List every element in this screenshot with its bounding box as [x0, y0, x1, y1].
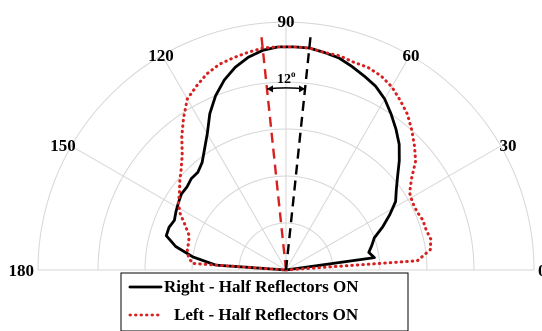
legend-box	[120, 272, 409, 331]
angle-tick-60: 60	[403, 46, 420, 65]
beam-angle-label: 12o	[277, 69, 296, 87]
angle-tick-150: 150	[50, 136, 76, 155]
beam-arc-arrow-right	[299, 85, 306, 93]
grid-spoke-60	[285, 54, 411, 271]
angle-tick-90: 90	[278, 12, 295, 31]
beam-line-left	[260, 36, 288, 271]
series-group	[164, 45, 433, 272]
legend-label-left: Left - Half Reflectors ON	[174, 305, 359, 324]
beam-arc-arrow-left	[266, 85, 273, 93]
angle-tick-180: 180	[9, 261, 35, 280]
angle-tick-0: 0	[538, 261, 542, 280]
beam-angle-value: 12	[277, 72, 291, 87]
angle-tick-30: 30	[500, 136, 517, 155]
beam-angle-annotation: 12o	[260, 36, 312, 271]
angle-tick-labels: 0 30 60 90 120 150 180	[9, 12, 542, 280]
beam-line-right	[284, 36, 312, 271]
beam-angle-degree-sign: o	[291, 69, 296, 79]
legend-label-right: Right - Half Reflectors ON	[164, 277, 359, 296]
angle-tick-120: 120	[148, 46, 174, 65]
series-left-curve	[176, 45, 433, 272]
legend: Right - Half Reflectors ON Left - Half R…	[120, 272, 409, 331]
grid-spoke-120	[161, 54, 287, 271]
